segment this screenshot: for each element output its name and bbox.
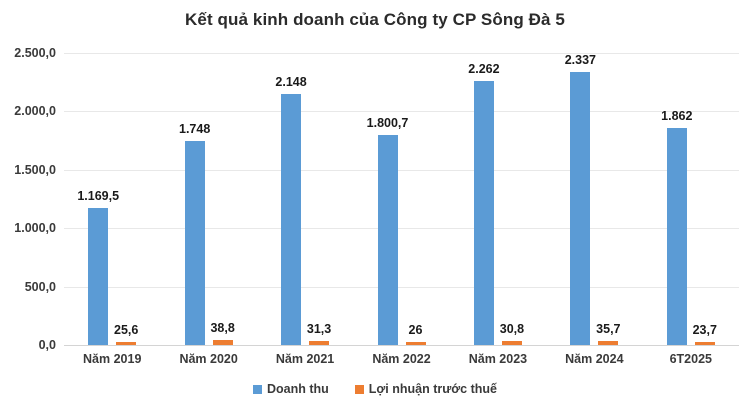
y-axis-tick-label: 2.000,0 — [14, 104, 56, 119]
bar-value-label-revenue: 2.262 — [468, 61, 500, 76]
bar-profit[interactable] — [598, 340, 619, 345]
bar-revenue[interactable] — [473, 80, 494, 345]
bar-profit[interactable] — [309, 341, 330, 345]
y-axis-tick-label: 0,0 — [38, 338, 56, 352]
x-axis-tick-label: 6T2025 — [669, 352, 712, 366]
gridline — [64, 111, 739, 113]
plot-area: 1.169,5 25,6 1.748 38,8 2.148 31,3 1.800,7 26 2.… — [64, 53, 739, 346]
bar-value-label-profit: 26 — [408, 322, 423, 337]
legend-item[interactable]: Doanh thu — [252, 382, 329, 396]
chart-legend: Doanh thu Lợi nhuận trước thuế — [0, 382, 750, 396]
bar-profit[interactable] — [694, 342, 715, 345]
bar-revenue[interactable] — [184, 140, 205, 345]
bar-revenue[interactable] — [570, 72, 591, 345]
x-axis-tick-label: Năm 2022 — [372, 352, 431, 366]
bar-value-label-revenue: 1.169,5 — [77, 189, 120, 204]
legend-item-label: Doanh thu — [266, 382, 329, 396]
bar-value-label-revenue: 1.862 — [661, 108, 693, 123]
bar-value-label-profit: 25,6 — [114, 323, 139, 337]
y-axis-tick-label: 500,0 — [24, 279, 56, 294]
x-axis-tick-label: Năm 2024 — [565, 352, 624, 366]
bar-profit[interactable] — [501, 341, 522, 345]
bar-revenue[interactable] — [666, 127, 687, 345]
bar-value-label-profit: 31,3 — [306, 322, 332, 337]
bar-value-label-revenue: 2.337 — [564, 53, 596, 68]
bar-revenue[interactable] — [88, 208, 109, 345]
bar-value-label-revenue: 1.800,7 — [366, 115, 409, 130]
bar-profit[interactable] — [116, 342, 137, 345]
bar-profit[interactable] — [405, 341, 426, 345]
bar-value-label-profit: 38,8 — [210, 321, 235, 336]
gridline — [64, 53, 739, 54]
axis-line-zero — [64, 345, 739, 346]
legend-swatch-icon — [354, 384, 364, 394]
bar-profit[interactable] — [212, 340, 233, 345]
bar-value-label-profit: 23,7 — [692, 323, 717, 337]
y-axis-tick-label: 2.500,0 — [14, 46, 56, 60]
x-axis-tick-label: Năm 2020 — [179, 352, 238, 366]
bar-revenue[interactable] — [377, 134, 398, 345]
gridline — [64, 169, 739, 171]
x-axis-tick-label: Năm 2019 — [83, 352, 142, 366]
bar-value-label-profit: 35,7 — [596, 321, 621, 336]
x-axis-tick-label: Năm 2023 — [468, 352, 528, 366]
y-axis-tick-label: 1.000,0 — [14, 221, 56, 236]
gridline — [64, 228, 739, 230]
x-axis-tick-label: Năm 2021 — [275, 352, 335, 366]
legend-swatch-icon — [252, 384, 262, 394]
chart-title: Kết quả kinh doanh của Công ty CP Sông Đ… — [185, 10, 565, 29]
y-axis-tick-label: 1.500,0 — [14, 162, 56, 177]
bar-value-label-revenue: 2.148 — [275, 75, 307, 90]
legend-item[interactable]: Lợi nhuận trước thuế — [354, 382, 497, 396]
bar-revenue[interactable] — [281, 94, 302, 345]
legend-item-label: Lợi nhuận trước thuế — [368, 382, 497, 396]
gridline — [64, 286, 739, 288]
bar-value-label-profit: 30,8 — [499, 322, 525, 337]
bar-value-label-revenue: 1.748 — [179, 121, 211, 136]
